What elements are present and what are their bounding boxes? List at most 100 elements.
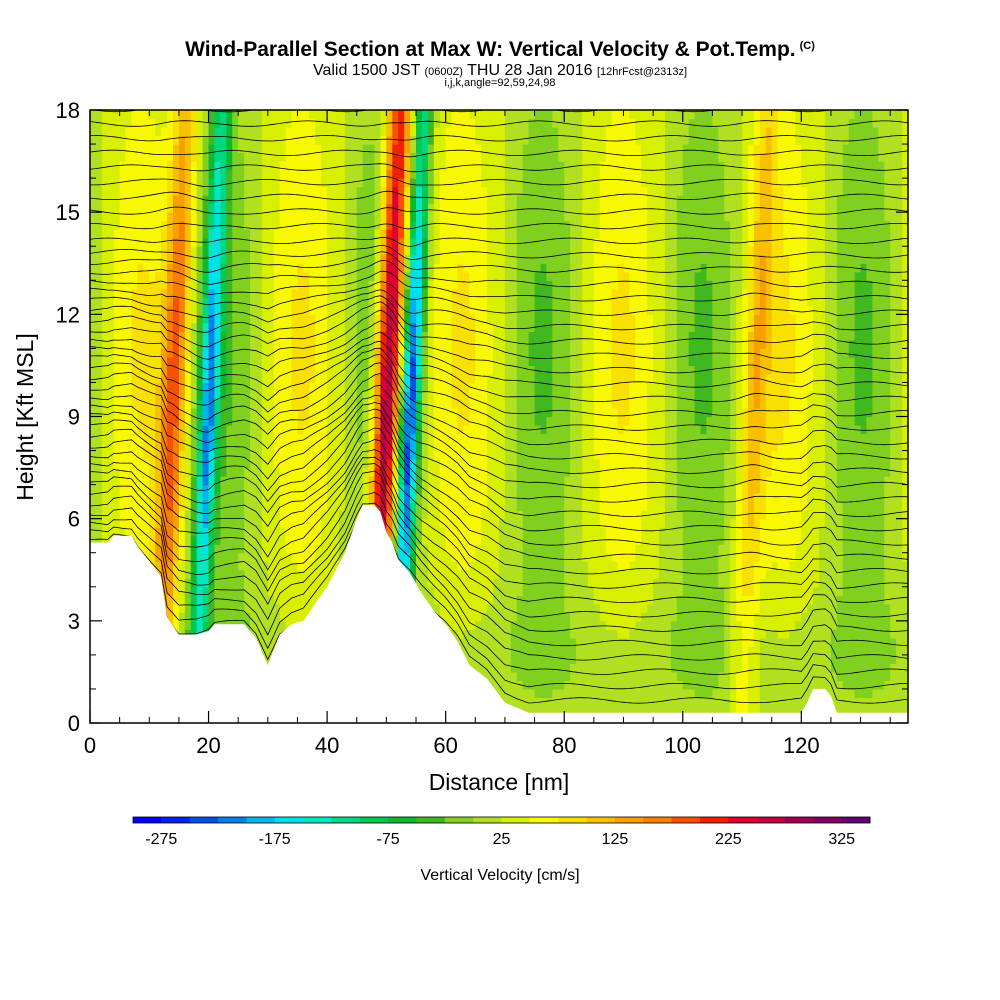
- velocity-cell: [315, 127, 322, 137]
- velocity-cell: [386, 442, 393, 452]
- velocity-cell: [309, 595, 316, 605]
- velocity-cell: [107, 288, 115, 298]
- velocity-cell: [90, 212, 97, 222]
- velocity-cell: [285, 203, 293, 213]
- velocity-cell: [137, 118, 144, 128]
- velocity-cell: [238, 195, 245, 205]
- velocity-cell: [439, 135, 447, 145]
- velocity-cell: [475, 629, 482, 639]
- velocity-cell: [238, 459, 245, 469]
- velocity-cell: [208, 407, 216, 418]
- velocity-cell: [333, 152, 340, 162]
- velocity-cell: [250, 280, 257, 290]
- velocity-cell: [356, 314, 364, 324]
- velocity-cell: [285, 390, 293, 401]
- velocity-cell: [463, 654, 470, 664]
- velocity-cell: [398, 229, 405, 239]
- velocity-cell: [90, 118, 97, 128]
- velocity-cell: [427, 527, 435, 537]
- velocity-cell: [392, 288, 399, 298]
- velocity-cell: [433, 382, 441, 392]
- velocity-cell: [410, 493, 417, 503]
- velocity-cell: [279, 110, 287, 120]
- velocity-cell: [392, 348, 399, 358]
- velocity-cell: [244, 118, 251, 128]
- velocity-cell: [392, 152, 399, 162]
- velocity-cell: [279, 510, 287, 520]
- velocity-cell: [90, 322, 97, 332]
- velocity-cell: [255, 382, 263, 392]
- velocity-cell: [101, 118, 109, 128]
- velocity-cell: [493, 544, 500, 554]
- velocity-cell: [344, 407, 352, 418]
- velocity-cell: [178, 612, 186, 622]
- velocity-cell: [374, 195, 382, 205]
- velocity-cell: [398, 110, 405, 120]
- velocity-cell: [279, 569, 287, 579]
- velocity-cell: [427, 220, 435, 230]
- velocity-cell: [214, 161, 222, 171]
- velocity-cell: [285, 280, 293, 290]
- velocity-cell: [232, 144, 239, 154]
- velocity-cell: [137, 535, 144, 545]
- velocity-cell: [107, 493, 115, 503]
- velocity-cell: [202, 603, 210, 613]
- velocity-cell: [155, 263, 162, 273]
- velocity-cell: [404, 220, 411, 230]
- velocity-cell: [356, 390, 364, 401]
- velocity-cell: [309, 229, 316, 239]
- velocity-cell: [196, 280, 204, 290]
- velocity-cell: [184, 407, 192, 418]
- velocity-cell: [315, 442, 322, 452]
- velocity-cell: [202, 382, 210, 392]
- velocity-cell: [416, 118, 423, 128]
- velocity-cell: [487, 459, 494, 469]
- velocity-cell: [338, 297, 346, 307]
- velocity-cell: [481, 671, 488, 682]
- velocity-cell: [380, 314, 387, 324]
- velocity-cell: [380, 467, 387, 477]
- velocity-cell: [196, 501, 204, 511]
- velocity-cell: [392, 365, 399, 375]
- velocity-cell: [172, 459, 180, 469]
- velocity-cell: [172, 373, 180, 384]
- velocity-cell: [297, 186, 304, 196]
- velocity-cell: [255, 416, 263, 426]
- velocity-cell: [131, 118, 139, 128]
- velocity-cell: [469, 629, 476, 639]
- velocity-cell: [362, 195, 370, 205]
- velocity-cell: [463, 263, 470, 273]
- velocity-cell: [303, 459, 310, 469]
- velocity-cell: [178, 484, 186, 494]
- velocity-cell: [362, 407, 370, 418]
- velocity-cell: [255, 442, 263, 452]
- velocity-cell: [232, 186, 239, 196]
- velocity-cell: [475, 348, 482, 358]
- velocity-cell: [404, 178, 411, 188]
- velocity-cell: [451, 237, 459, 247]
- velocity-cell: [137, 510, 144, 520]
- velocity-cell: [321, 433, 328, 443]
- velocity-cell: [433, 144, 441, 154]
- velocity-cell: [421, 195, 429, 205]
- velocity-cell: [309, 501, 316, 511]
- velocity-cell: [404, 459, 411, 469]
- velocity-cell: [356, 220, 364, 230]
- velocity-cell: [261, 135, 269, 145]
- velocity-cell: [410, 178, 417, 188]
- velocity-cell: [261, 416, 269, 426]
- velocity-cell: [261, 356, 269, 367]
- velocity-cell: [285, 169, 293, 179]
- velocity-cell: [119, 263, 127, 273]
- velocity-cell: [499, 646, 506, 656]
- velocity-cell: [392, 501, 399, 511]
- velocity-cell: [238, 178, 245, 188]
- velocity-cell: [315, 535, 322, 545]
- velocity-cell: [119, 305, 127, 315]
- velocity-cell: [333, 212, 340, 222]
- velocity-cell: [487, 390, 494, 401]
- velocity-cell: [433, 416, 441, 426]
- velocity-cell: [261, 527, 269, 537]
- velocity-cell: [327, 527, 334, 537]
- velocity-cell: [475, 425, 482, 435]
